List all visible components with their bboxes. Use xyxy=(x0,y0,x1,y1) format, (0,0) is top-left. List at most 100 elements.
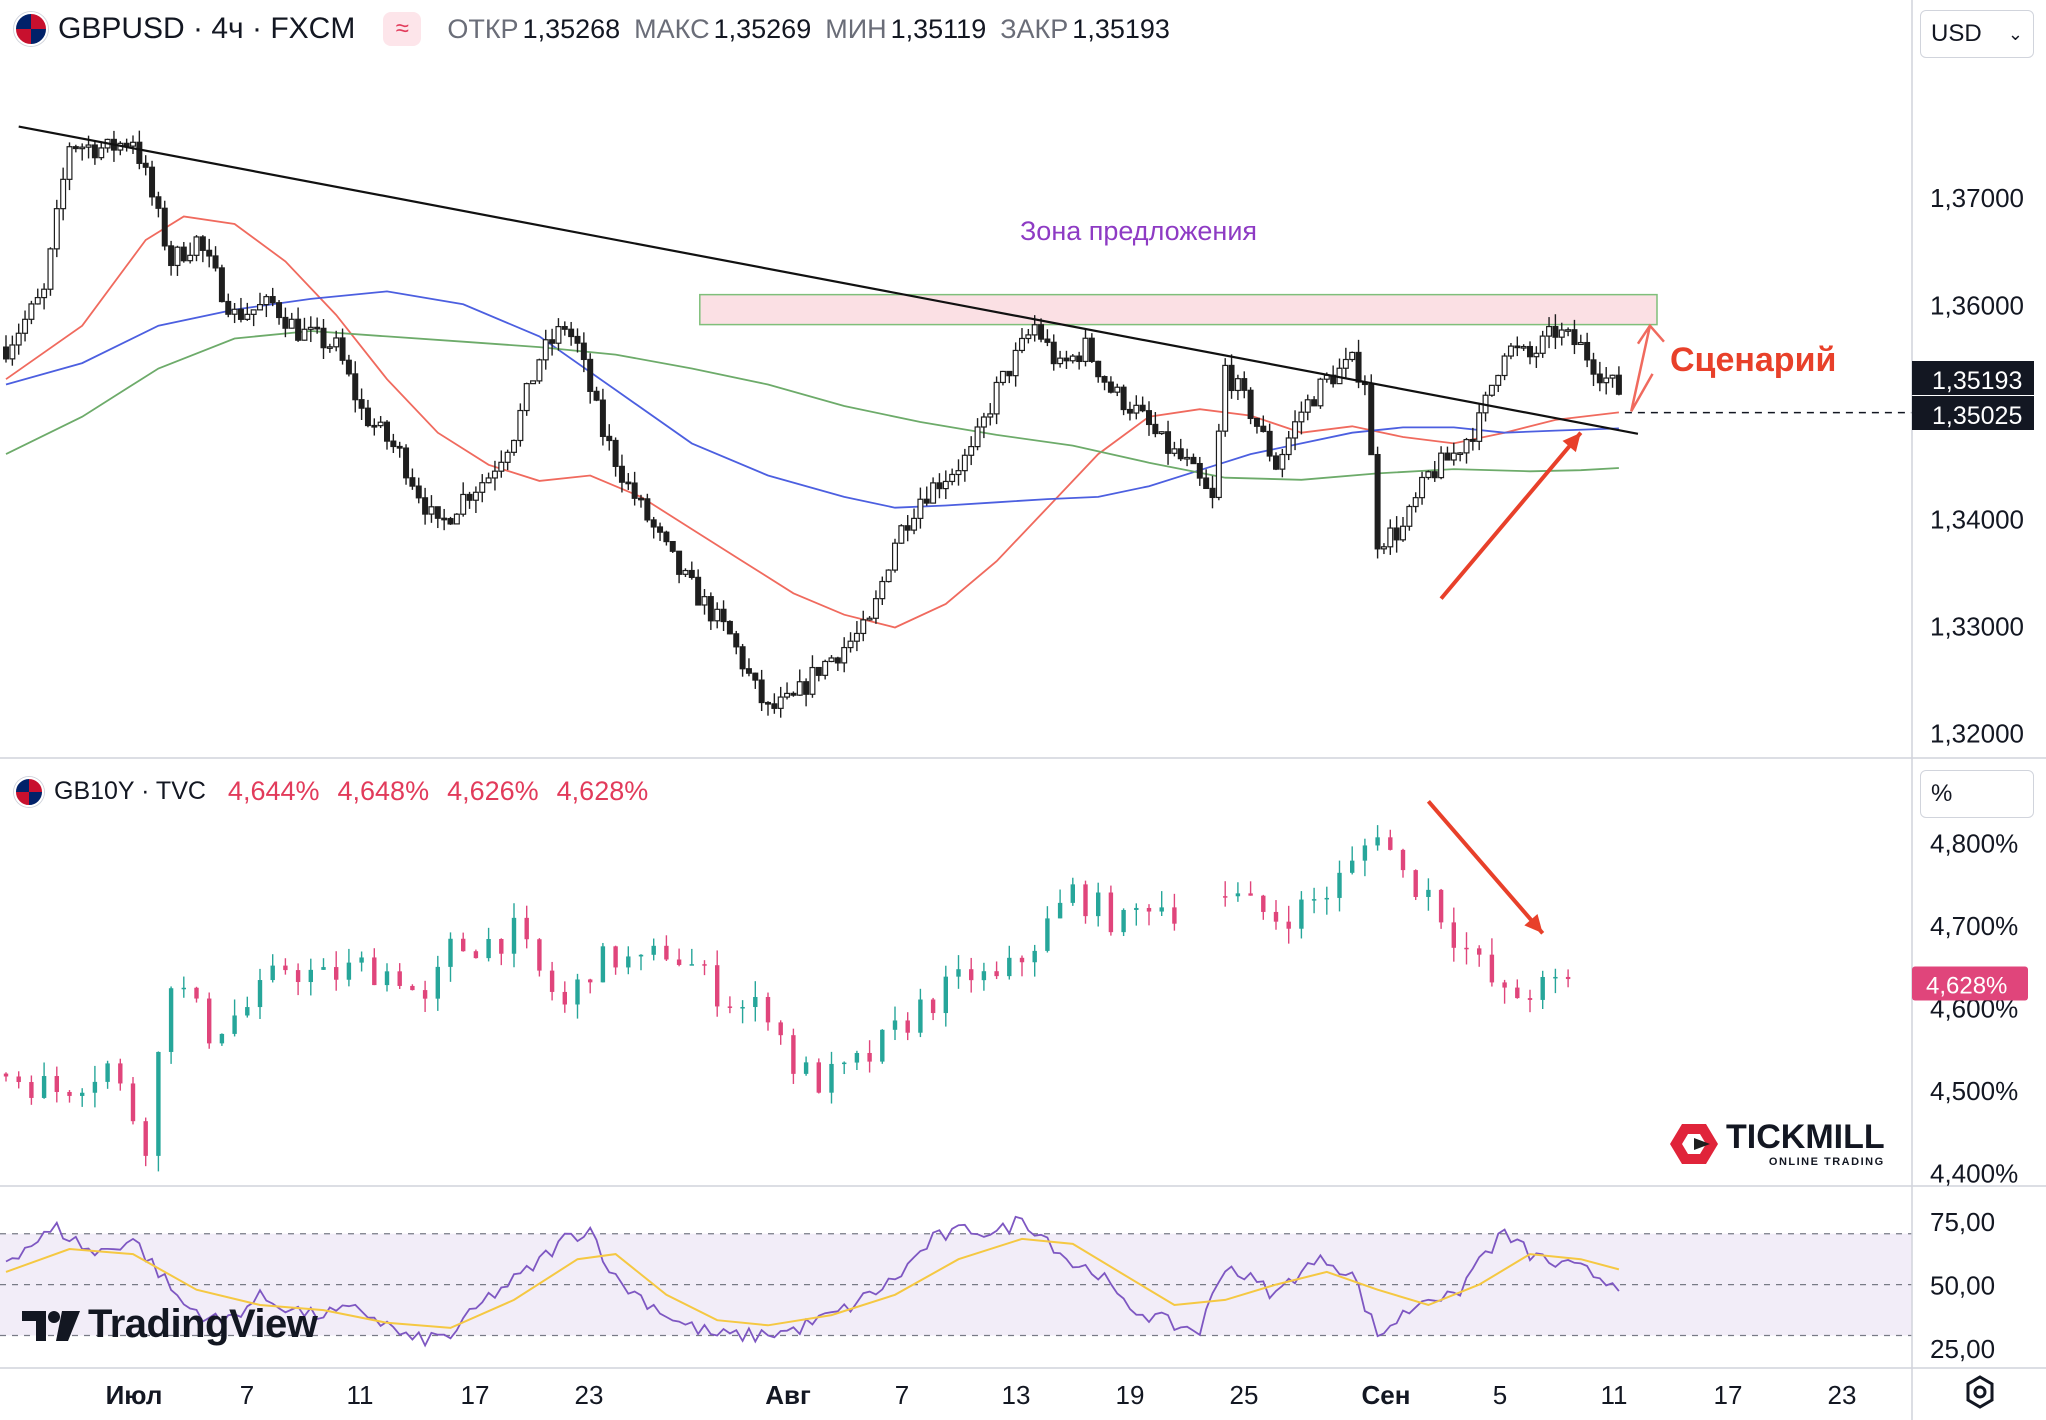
yield-candle-body xyxy=(410,985,415,991)
candle-body xyxy=(498,461,505,472)
candle-body xyxy=(955,470,962,476)
yield-candle-body xyxy=(930,999,936,1014)
tickmill-name: TICKMILL xyxy=(1726,1118,1885,1156)
yield-candle-body xyxy=(918,999,923,1033)
yield-candle-body xyxy=(715,965,720,1007)
currency-label: USD xyxy=(1931,20,1982,47)
candle-body xyxy=(1057,357,1064,365)
candle-body xyxy=(555,326,562,344)
yield-candle-body xyxy=(346,962,352,980)
yield-candle-body xyxy=(207,998,212,1044)
candle-body xyxy=(193,236,200,256)
yield-candle-body xyxy=(892,1020,898,1030)
yield-candle-body xyxy=(1350,860,1355,873)
yield-candle-body xyxy=(54,1076,59,1092)
candle-body xyxy=(885,569,892,583)
price-label-text: 1,35025 xyxy=(1932,402,2022,430)
candle-body xyxy=(1463,438,1470,454)
yield-candle-body xyxy=(461,938,466,952)
yield-candle-body xyxy=(1235,893,1241,897)
candle-body xyxy=(561,326,568,330)
candle-body xyxy=(1266,430,1273,457)
time-tick-label: 17 xyxy=(461,1380,490,1410)
yield-candle-body xyxy=(156,1051,161,1156)
candle-body xyxy=(1272,455,1279,470)
yield-label-box xyxy=(1912,966,2028,1001)
candle-body xyxy=(1107,381,1114,393)
candle-body xyxy=(1215,430,1222,499)
candle-body xyxy=(1495,374,1502,386)
yield-candle-body xyxy=(1121,909,1126,933)
yield-candle-body xyxy=(943,976,948,1014)
candle-body xyxy=(1533,352,1540,358)
candle-body xyxy=(1292,421,1299,439)
candle-body xyxy=(631,482,638,499)
candle-body xyxy=(15,332,22,346)
yield-candle-body xyxy=(575,979,580,1005)
rsi-tick-label: 75,00 xyxy=(1930,1207,1995,1237)
candle-body xyxy=(1012,349,1019,377)
time-tick-label: 17 xyxy=(1714,1380,1743,1410)
yield-candle-body xyxy=(1438,889,1444,923)
candle-body xyxy=(314,326,321,330)
candle-body xyxy=(333,337,340,348)
candle-body xyxy=(136,141,143,164)
candle-body xyxy=(847,640,854,649)
candle-body xyxy=(199,236,206,251)
candle-body xyxy=(980,416,987,428)
yield-candle-body xyxy=(778,1022,783,1036)
yield-candle-body xyxy=(1007,957,1012,977)
candle-body xyxy=(307,326,314,330)
yield-candle-body xyxy=(143,1121,148,1156)
candle-body xyxy=(879,580,886,600)
candle-body xyxy=(1355,351,1362,383)
currency-button[interactable]: USD ⌄ xyxy=(1920,10,2034,58)
candle-body xyxy=(1222,364,1229,432)
yield-candle-body xyxy=(1286,921,1291,929)
percent-scale-button[interactable]: % xyxy=(1920,770,2034,818)
candle-body xyxy=(1615,374,1622,395)
candle-body xyxy=(1038,324,1045,340)
yield-candle-body xyxy=(1248,893,1253,896)
candle-body xyxy=(1546,325,1553,337)
candle-body xyxy=(961,454,968,472)
candle-body xyxy=(1025,334,1032,340)
time-tick-label: 7 xyxy=(895,1380,909,1410)
yield-candle-body xyxy=(1299,899,1304,929)
candle-body xyxy=(1577,341,1584,346)
ma-line-red xyxy=(5,215,1620,629)
candle-body xyxy=(1317,378,1324,407)
candle-body xyxy=(1082,337,1089,363)
tickmill-logo: TICKMILL ONLINE TRADING xyxy=(1670,1120,1885,1168)
candle-body xyxy=(1158,431,1165,435)
candle-body xyxy=(1406,505,1413,527)
candle-body xyxy=(1507,345,1514,357)
candle-body xyxy=(866,617,873,621)
candle-body xyxy=(1393,527,1400,541)
approx-icon[interactable]: ≈ xyxy=(383,12,422,46)
symbol-title[interactable]: GBPUSD · 4ч · FXCM xyxy=(58,12,356,45)
candle-body xyxy=(1444,452,1451,461)
yield-tick-label: 4,400% xyxy=(1930,1159,2018,1189)
candle-body xyxy=(517,409,524,442)
yield-legend[interactable]: GB10Y · TVC 4,644% 4,648% 4,626% 4,628% xyxy=(14,776,666,807)
candle-body xyxy=(1145,410,1152,426)
supply-zone xyxy=(699,293,1658,326)
candle-body xyxy=(612,439,619,467)
candle-body xyxy=(1279,453,1286,470)
price-tick-label: 1,37000 xyxy=(1930,183,2024,213)
percent-label: % xyxy=(1931,780,1953,807)
candle-body xyxy=(1298,411,1305,423)
candle-body xyxy=(149,166,156,198)
yield-candle-body xyxy=(105,1063,110,1082)
settings-gear-icon[interactable] xyxy=(1962,1374,1998,1410)
candle-body xyxy=(593,390,600,401)
yield-symbol[interactable]: GB10Y · TVC xyxy=(54,777,206,805)
candle-body xyxy=(79,146,86,150)
candle-body xyxy=(1609,374,1616,379)
candle-body xyxy=(1088,337,1095,362)
main-legend[interactable]: GBPUSD · 4ч · FXCM ≈ ОТКР 1,35268 МАКС 1… xyxy=(14,12,1184,46)
yield-candle-body xyxy=(473,951,479,959)
candle-body xyxy=(942,480,949,490)
